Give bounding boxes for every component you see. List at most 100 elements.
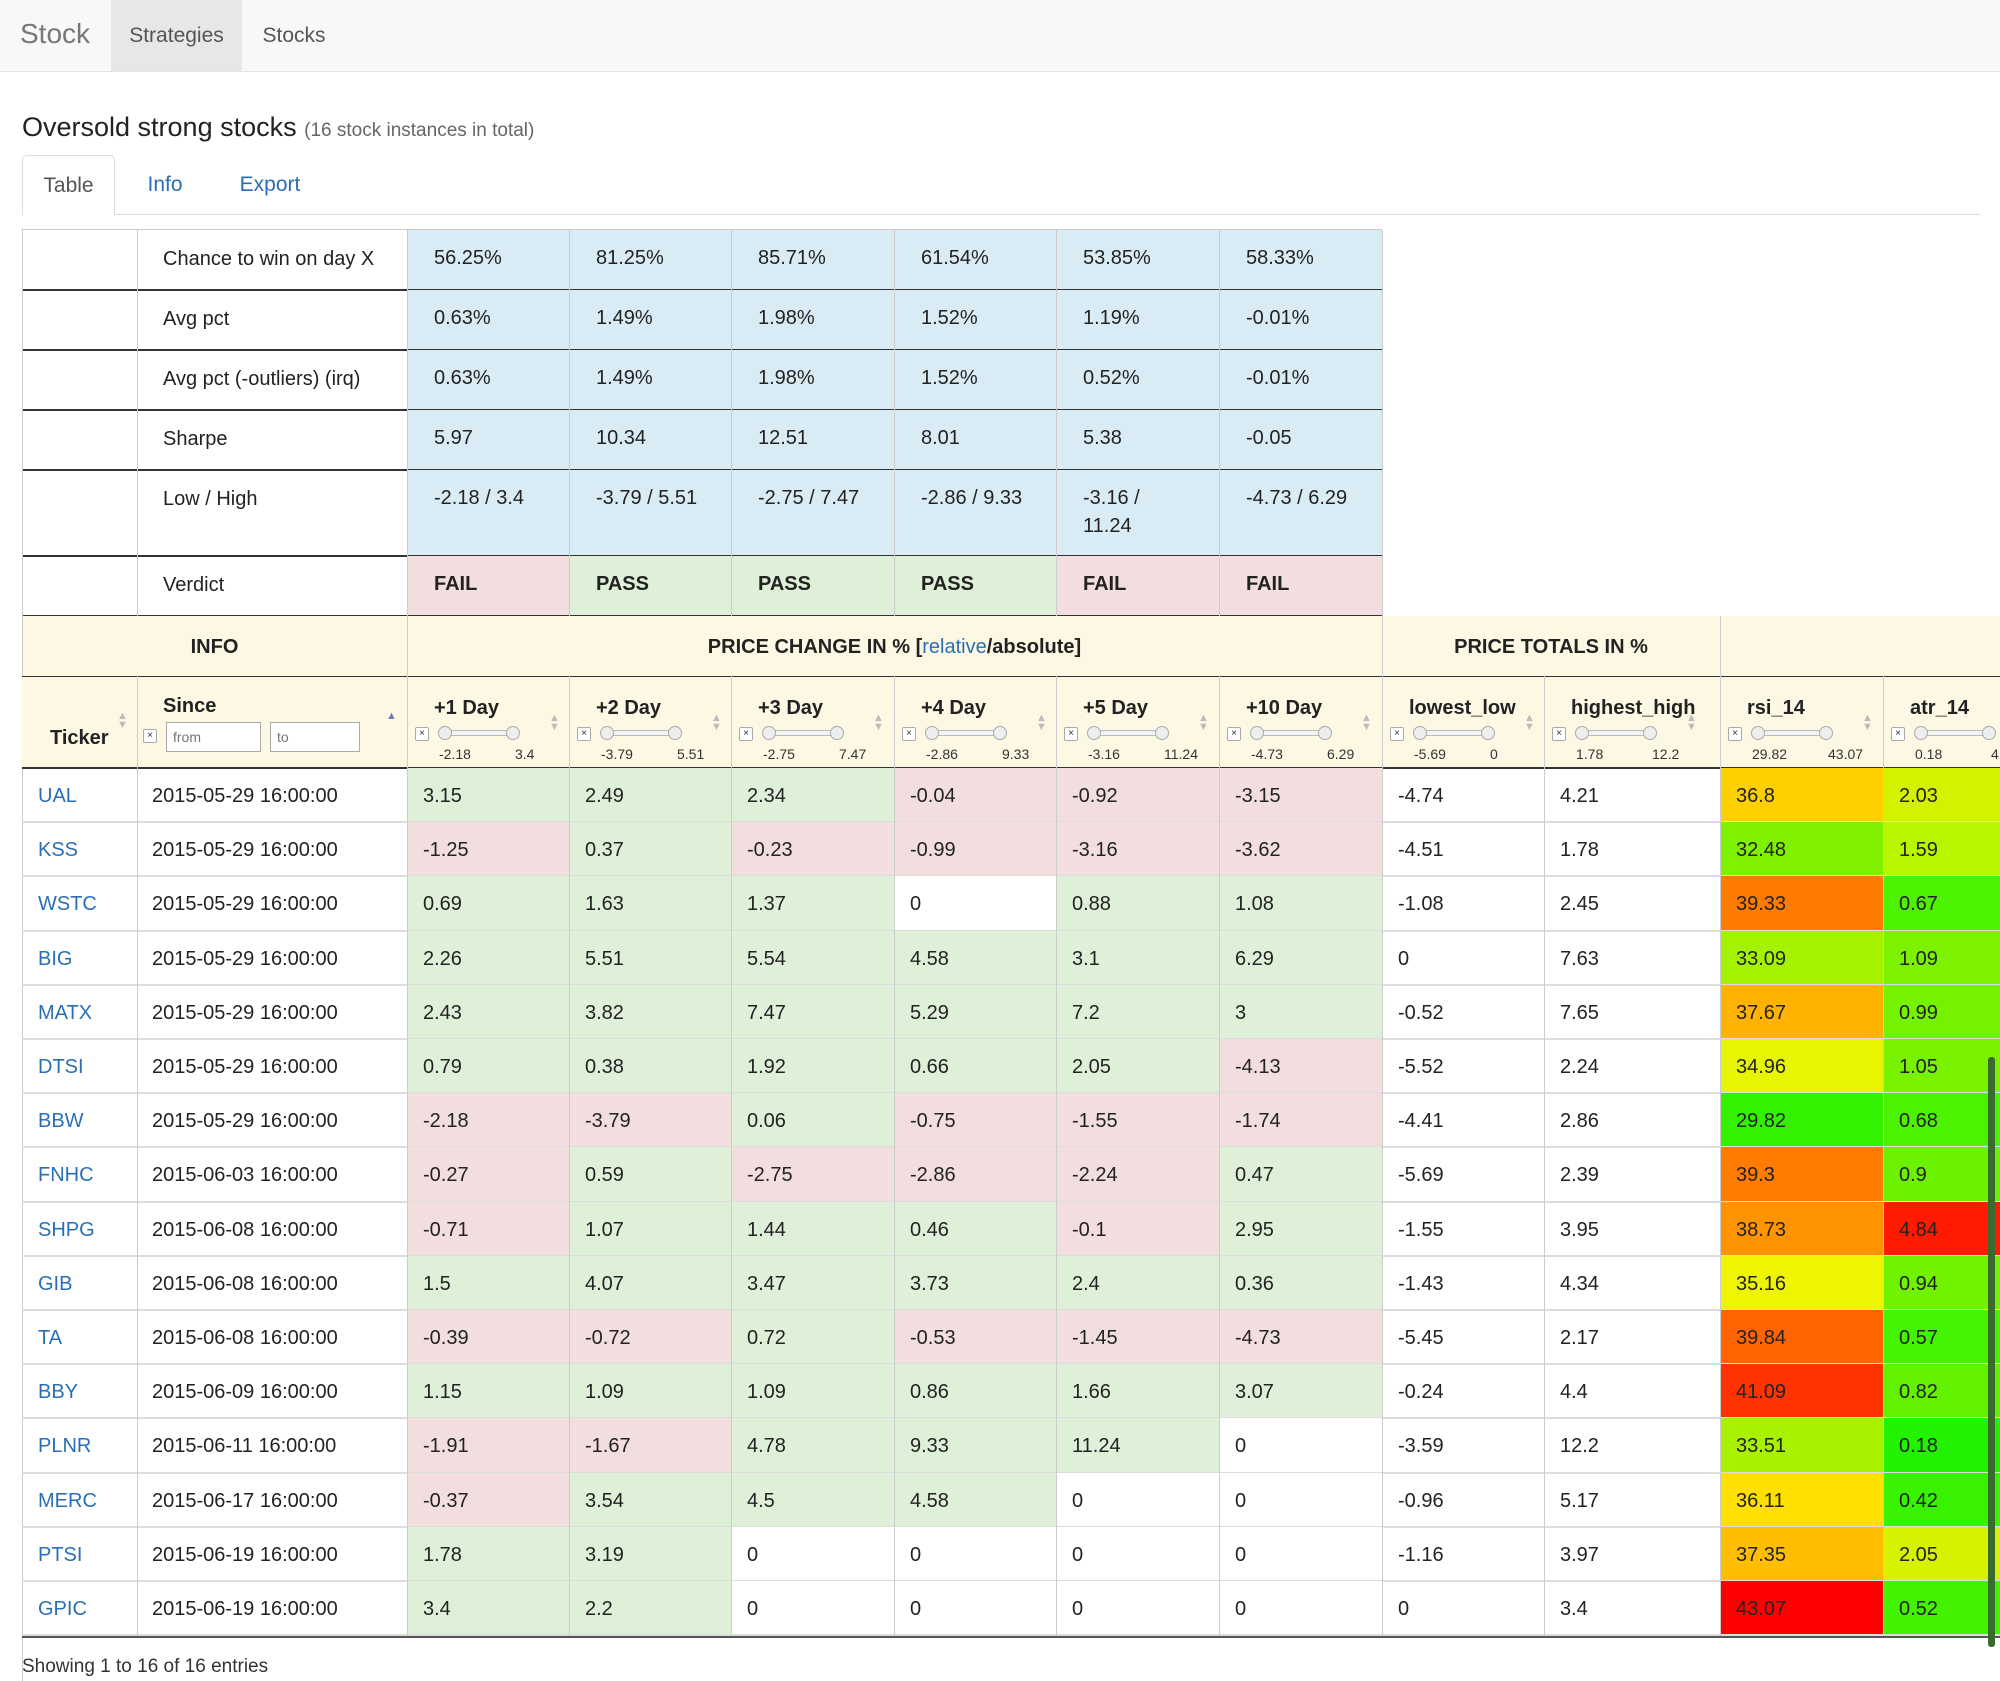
slider-max-handle[interactable] [1982,726,1996,740]
clear-filter-icon[interactable]: × [1227,727,1241,741]
table-row-ticker[interactable]: TA [38,1327,62,1350]
ticker-link[interactable]: GPIC [38,1598,87,1620]
table-row-ticker[interactable]: DTSI [38,1056,84,1079]
slider-max-handle[interactable] [830,726,844,740]
ticker-link[interactable]: SHPG [38,1218,95,1241]
table-row-ticker[interactable]: GIB [38,1273,72,1296]
sort-icon[interactable]: ▲ ▼ [873,712,884,733]
table-row-ticker[interactable]: PTSI [38,1544,82,1567]
table-row-ticker[interactable]: BBW [38,1110,84,1133]
ticker-link[interactable]: PLNR [38,1435,92,1458]
tab-info[interactable]: Info [147,173,183,196]
ticker-link[interactable]: BBY [38,1381,79,1404]
vertical-scrollbar[interactable] [1988,1057,1995,1647]
column-header-since[interactable]: Since [163,695,217,717]
clear-filter-icon[interactable]: × [902,727,916,741]
clear-filter-icon[interactable]: × [739,727,753,741]
table-row-ticker[interactable]: MATX [38,1002,92,1025]
slider-max-handle[interactable] [506,726,520,740]
slider-min-handle[interactable] [1087,726,1101,740]
sort-icon[interactable]: ▲ ▼ [1198,712,1209,733]
slider-min-handle[interactable] [1575,726,1589,740]
range-slider[interactable] [762,726,844,740]
slider-min-handle[interactable] [925,726,939,740]
column-header--1-day[interactable]: +1 Day [434,697,500,719]
slider-max-handle[interactable] [668,726,682,740]
slider-min-handle[interactable] [1413,726,1427,740]
ticker-link[interactable]: KSS [38,839,79,862]
nav-item-stocks[interactable]: Stocks [262,24,326,47]
table-row-ticker[interactable]: BBY [38,1381,78,1404]
table-row-ticker[interactable]: WSTC [38,893,97,916]
clear-filter-icon[interactable]: × [1064,727,1078,741]
table-row-ticker[interactable]: SHPG [38,1219,95,1242]
slider-max-handle[interactable] [1318,726,1332,740]
tab-export[interactable]: Export [239,173,301,196]
clear-filter-icon[interactable]: × [415,727,429,741]
range-slider[interactable] [925,726,1007,740]
ticker-link[interactable]: UAL [38,785,77,807]
slider-max-handle[interactable] [1155,726,1169,740]
column-header-lowest-low[interactable]: lowest_low [1409,697,1516,719]
slider-max-handle[interactable] [993,726,1007,740]
clear-filter-icon[interactable]: × [1891,727,1905,741]
sort-icon[interactable]: ▲ ▼ [711,712,722,733]
ticker-link[interactable]: FNHC [38,1164,94,1187]
column-header-atr-14[interactable]: atr_14 [1910,697,1969,719]
table-row-ticker[interactable]: KSS [38,839,78,862]
slider-max-handle[interactable] [1481,726,1495,740]
column-header--4-day[interactable]: +4 Day [921,697,987,719]
column-header-rsi-14[interactable]: rsi_14 [1747,697,1805,719]
range-slider[interactable] [438,726,520,740]
sort-icon[interactable]: ▲ ▼ [1686,712,1697,733]
sort-icon[interactable]: ▲ ▼ [1862,712,1873,733]
clear-filter-icon[interactable]: × [1390,727,1404,741]
since-from-input[interactable] [166,722,261,752]
sort-icon[interactable]: ▲ ▼ [1036,712,1047,733]
ticker-link[interactable]: DTSI [38,1056,84,1078]
sort-icon[interactable]: ▲ ▼ [117,710,128,731]
range-slider[interactable] [1413,726,1495,740]
table-row-ticker[interactable]: MERC [38,1490,97,1513]
column-header-highest-high[interactable]: highest_high [1571,697,1696,719]
ticker-link[interactable]: MERC [38,1489,97,1512]
column-header--3-day[interactable]: +3 Day [758,697,824,719]
column-header-ticker[interactable]: Ticker [50,727,109,749]
ticker-link[interactable]: BBW [38,1110,84,1133]
sort-icon[interactable]: ▲ ▼ [1524,712,1535,733]
range-slider[interactable] [1087,726,1169,740]
range-slider[interactable] [1914,726,1996,740]
slider-min-handle[interactable] [1250,726,1264,740]
brand-logo[interactable]: Stock [20,18,91,49]
clear-filter-icon[interactable]: × [1552,727,1566,741]
ticker-link[interactable]: TA [38,1327,63,1349]
sort-asc-icon[interactable]: ▲ [386,710,397,722]
clear-filter-icon[interactable]: × [143,729,157,743]
slider-min-handle[interactable] [1914,726,1928,740]
clear-filter-icon[interactable]: × [577,727,591,741]
column-header--2-day[interactable]: +2 Day [596,697,662,719]
table-row-ticker[interactable]: PLNR [38,1435,91,1458]
table-row-ticker[interactable]: BIG [38,948,72,971]
table-row-ticker[interactable]: GPIC [38,1598,87,1621]
table-row-ticker[interactable]: UAL [38,785,77,808]
range-slider[interactable] [600,726,682,740]
slider-min-handle[interactable] [600,726,614,740]
slider-max-handle[interactable] [1819,726,1833,740]
sort-icon[interactable]: ▲ ▼ [549,712,560,733]
range-slider[interactable] [1250,726,1332,740]
ticker-link[interactable]: BIG [38,947,73,970]
ticker-link[interactable]: WSTC [38,893,97,916]
clear-filter-icon[interactable]: × [1728,727,1742,741]
nav-item-strategies[interactable]: Strategies [111,0,242,71]
column-header--10-day[interactable]: +10 Day [1246,697,1323,719]
slider-min-handle[interactable] [762,726,776,740]
range-slider[interactable] [1751,726,1833,740]
relative-link[interactable]: relative [922,636,987,658]
table-row-ticker[interactable]: FNHC [38,1164,94,1187]
range-slider[interactable] [1575,726,1657,740]
slider-min-handle[interactable] [1751,726,1765,740]
sort-icon[interactable]: ▲ ▼ [1361,712,1372,733]
tab-table[interactable]: Table [22,155,115,216]
column-header--5-day[interactable]: +5 Day [1083,697,1149,719]
